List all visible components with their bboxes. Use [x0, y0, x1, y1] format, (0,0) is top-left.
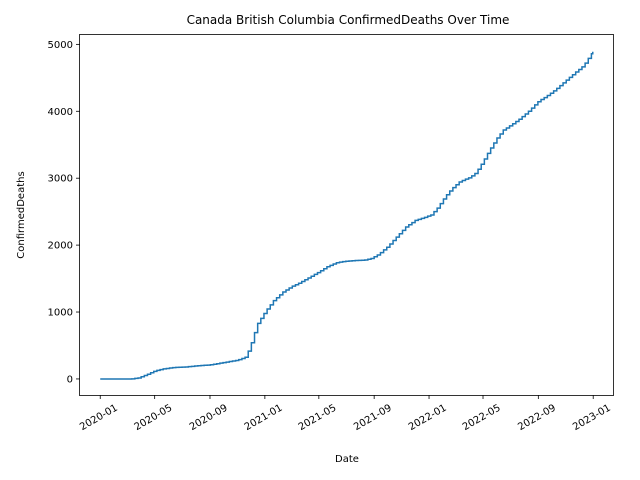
y-axis-title: ConfirmedDeaths: [16, 171, 27, 258]
y-tick-label: 0: [67, 374, 73, 385]
x-axis-title: Date: [335, 454, 359, 465]
y-tick-label: 1000: [48, 308, 73, 319]
plot-lines: [100, 51, 594, 380]
y-tick-label: 2000: [48, 241, 73, 252]
series-line: [100, 51, 594, 380]
y-tick-label: 3000: [48, 174, 73, 185]
plot-frame: [79, 34, 614, 396]
y-tick-label: 5000: [48, 40, 73, 51]
y-tick-label: 4000: [48, 107, 73, 118]
chart-title: Canada British Columbia ConfirmedDeaths …: [187, 13, 510, 27]
